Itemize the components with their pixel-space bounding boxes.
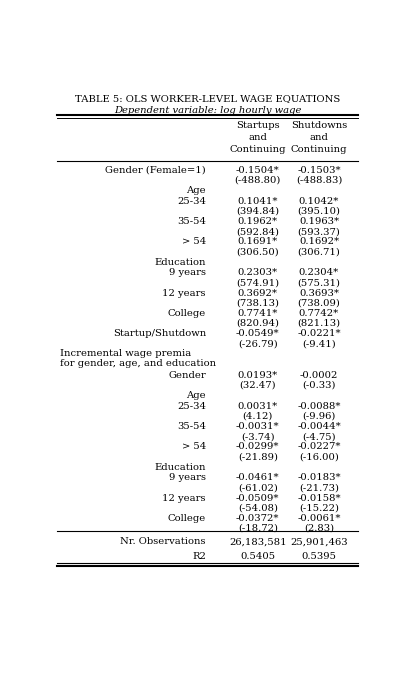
Text: (-4.75): (-4.75) bbox=[302, 432, 336, 441]
Text: Nr. Observations: Nr. Observations bbox=[121, 537, 206, 546]
Text: -0.0002: -0.0002 bbox=[300, 371, 338, 380]
Text: (-54.08): (-54.08) bbox=[238, 504, 278, 513]
Text: (-26.79): (-26.79) bbox=[238, 340, 278, 349]
Text: (821.13): (821.13) bbox=[297, 319, 341, 328]
Text: -0.0461*: -0.0461* bbox=[236, 473, 279, 482]
Text: 12 years: 12 years bbox=[162, 493, 206, 502]
Text: 25-34: 25-34 bbox=[177, 197, 206, 206]
Text: Age: Age bbox=[186, 186, 206, 195]
Text: (575.31): (575.31) bbox=[298, 279, 341, 288]
Text: (-488.83): (-488.83) bbox=[296, 176, 342, 185]
Text: Age: Age bbox=[186, 391, 206, 400]
Text: -0.0549*: -0.0549* bbox=[236, 329, 279, 338]
Text: and: and bbox=[309, 133, 328, 142]
Text: -0.0509*: -0.0509* bbox=[236, 493, 279, 502]
Text: 0.7741*: 0.7741* bbox=[238, 309, 278, 318]
Text: 0.0193*: 0.0193* bbox=[238, 371, 278, 380]
Text: 0.1962*: 0.1962* bbox=[238, 217, 278, 226]
Text: College: College bbox=[168, 514, 206, 523]
Text: -0.0299*: -0.0299* bbox=[236, 442, 279, 451]
Text: > 54: > 54 bbox=[182, 442, 206, 451]
Text: 12 years: 12 years bbox=[162, 288, 206, 297]
Text: 25,901,463: 25,901,463 bbox=[290, 537, 348, 546]
Text: Dependent variable: log hourly wage: Dependent variable: log hourly wage bbox=[114, 105, 301, 114]
Text: 0.2303*: 0.2303* bbox=[238, 268, 278, 277]
Text: 0.1692*: 0.1692* bbox=[299, 238, 339, 247]
Text: Gender: Gender bbox=[168, 371, 206, 380]
Text: (395.10): (395.10) bbox=[298, 207, 341, 216]
Text: (738.09): (738.09) bbox=[298, 299, 341, 308]
Text: -0.0372*: -0.0372* bbox=[236, 514, 279, 523]
Text: 35-54: 35-54 bbox=[177, 217, 206, 226]
Text: 0.1042*: 0.1042* bbox=[299, 197, 339, 206]
Text: (574.91): (574.91) bbox=[236, 279, 279, 288]
Text: -0.0183*: -0.0183* bbox=[297, 473, 341, 482]
Text: (-9.96): (-9.96) bbox=[302, 412, 336, 421]
Text: (-21.73): (-21.73) bbox=[299, 484, 339, 492]
Text: (-9.41): (-9.41) bbox=[302, 340, 336, 349]
Text: 0.3692*: 0.3692* bbox=[238, 288, 278, 297]
Text: (306.50): (306.50) bbox=[237, 247, 279, 256]
Text: -0.0158*: -0.0158* bbox=[297, 493, 341, 502]
Text: (-18.72): (-18.72) bbox=[238, 524, 278, 533]
Text: -0.1504*: -0.1504* bbox=[236, 166, 280, 175]
Text: -0.0221*: -0.0221* bbox=[297, 329, 341, 338]
Text: (2.83): (2.83) bbox=[304, 524, 334, 533]
Text: 9 years: 9 years bbox=[169, 268, 206, 277]
Text: Startup/Shutdown: Startup/Shutdown bbox=[113, 329, 206, 338]
Text: (-15.22): (-15.22) bbox=[299, 504, 339, 513]
Text: R2: R2 bbox=[192, 552, 206, 561]
Text: for gender, age, and education: for gender, age, and education bbox=[60, 359, 216, 368]
Text: (394.84): (394.84) bbox=[236, 207, 279, 216]
Text: 26,183,581: 26,183,581 bbox=[229, 537, 287, 546]
Text: -0.0227*: -0.0227* bbox=[297, 442, 341, 451]
Text: (-21.89): (-21.89) bbox=[238, 453, 278, 462]
Text: 0.0031*: 0.0031* bbox=[238, 402, 278, 411]
Text: Continuing: Continuing bbox=[230, 145, 286, 154]
Text: 0.1041*: 0.1041* bbox=[237, 197, 278, 206]
Text: 0.1691*: 0.1691* bbox=[238, 238, 278, 247]
Text: Shutdowns: Shutdowns bbox=[291, 121, 347, 130]
Text: 0.2304*: 0.2304* bbox=[299, 268, 339, 277]
Text: 25-34: 25-34 bbox=[177, 402, 206, 411]
Text: (4.12): (4.12) bbox=[243, 412, 273, 421]
Text: (306.71): (306.71) bbox=[298, 247, 341, 256]
Text: -0.1503*: -0.1503* bbox=[297, 166, 341, 175]
Text: (32.47): (32.47) bbox=[239, 381, 276, 390]
Text: 0.7742*: 0.7742* bbox=[299, 309, 339, 318]
Text: and: and bbox=[248, 133, 267, 142]
Text: (-3.74): (-3.74) bbox=[241, 432, 275, 441]
Text: Startups: Startups bbox=[236, 121, 279, 130]
Text: Continuing: Continuing bbox=[291, 145, 347, 154]
Text: College: College bbox=[168, 309, 206, 318]
Text: Gender (Female=1): Gender (Female=1) bbox=[105, 166, 206, 175]
Text: 35-54: 35-54 bbox=[177, 422, 206, 431]
Text: Education: Education bbox=[154, 462, 206, 471]
Text: (593.37): (593.37) bbox=[298, 227, 341, 236]
Text: > 54: > 54 bbox=[182, 238, 206, 247]
Text: 0.5405: 0.5405 bbox=[240, 552, 275, 561]
Text: (592.84): (592.84) bbox=[236, 227, 279, 236]
Text: (-61.02): (-61.02) bbox=[238, 484, 278, 492]
Text: (-0.33): (-0.33) bbox=[302, 381, 336, 390]
Text: 0.5395: 0.5395 bbox=[301, 552, 337, 561]
Text: (738.13): (738.13) bbox=[236, 299, 279, 308]
Text: (-16.00): (-16.00) bbox=[299, 453, 339, 462]
Text: -0.0044*: -0.0044* bbox=[297, 422, 341, 431]
Text: Incremental wage premia: Incremental wage premia bbox=[60, 349, 191, 358]
Text: Education: Education bbox=[154, 258, 206, 267]
Text: 9 years: 9 years bbox=[169, 473, 206, 482]
Text: (-488.80): (-488.80) bbox=[234, 176, 281, 185]
Text: -0.0031*: -0.0031* bbox=[236, 422, 279, 431]
Text: (820.94): (820.94) bbox=[236, 319, 279, 328]
Text: -0.0088*: -0.0088* bbox=[297, 402, 341, 411]
Text: 0.3693*: 0.3693* bbox=[299, 288, 339, 297]
Text: -0.0061*: -0.0061* bbox=[297, 514, 341, 523]
Text: TABLE 5: OLS WORKER-LEVEL WAGE EQUATIONS: TABLE 5: OLS WORKER-LEVEL WAGE EQUATIONS bbox=[75, 94, 340, 103]
Text: 0.1963*: 0.1963* bbox=[299, 217, 339, 226]
